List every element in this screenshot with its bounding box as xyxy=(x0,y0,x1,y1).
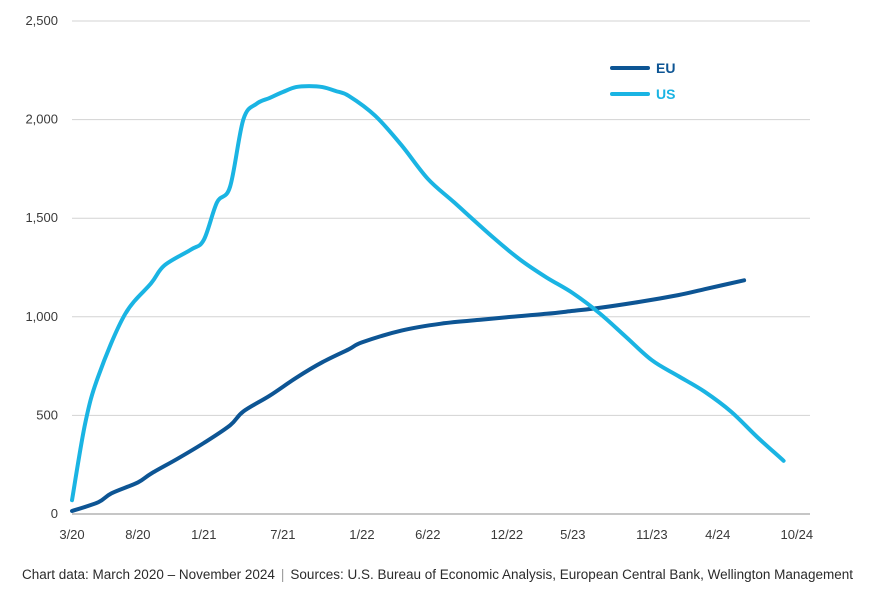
y-tick-label: 1,500 xyxy=(25,210,58,225)
y-tick-label: 0 xyxy=(51,506,58,521)
x-tick-label: 12/22 xyxy=(491,527,524,542)
y-tick-label: 2,000 xyxy=(25,112,58,127)
x-tick-label: 7/21 xyxy=(270,527,295,542)
x-axis-tick-labels: 3/20 8/20 1/21 7/21 1/22 6/22 12/22 5/23 11/23 4/… xyxy=(59,527,813,542)
legend-label-us: US xyxy=(656,86,675,102)
y-tick-label: 500 xyxy=(36,407,58,422)
x-tick-label: 3/20 xyxy=(59,527,84,542)
y-axis-tick-labels: 0 500 1,000 1,500 2,000 2,500 xyxy=(25,13,58,521)
legend: EU US xyxy=(610,60,675,102)
series-line-eu xyxy=(70,278,747,513)
x-tick-label: 10/24 xyxy=(781,527,814,542)
legend-label-eu: EU xyxy=(656,60,675,76)
chart-data-note: Chart data: March 2020 – November 2024 xyxy=(22,567,275,582)
x-tick-label: 6/22 xyxy=(415,527,440,542)
line-chart: 0 500 1,000 1,500 2,000 2,500 3/20 8/20 1/21 7/2… xyxy=(25,13,813,542)
x-tick-label: 5/23 xyxy=(560,527,585,542)
footer-separator: | xyxy=(280,567,285,582)
chart-sources: Sources: U.S. Bureau of Economic Analysi… xyxy=(290,567,853,582)
x-tick-label: 4/24 xyxy=(705,527,730,542)
series-line-us xyxy=(70,84,786,503)
x-tick-label: 11/23 xyxy=(636,527,668,542)
y-tick-label: 2,500 xyxy=(25,13,58,28)
x-tick-label: 1/21 xyxy=(191,527,216,542)
chart-footer: Chart data: March 2020 – November 2024 | S… xyxy=(22,566,872,584)
x-tick-label: 8/20 xyxy=(125,527,150,542)
x-tick-label: 1/22 xyxy=(349,527,374,542)
y-tick-label: 1,000 xyxy=(25,309,58,324)
series-lines xyxy=(70,84,786,513)
grid-lines xyxy=(72,20,810,515)
